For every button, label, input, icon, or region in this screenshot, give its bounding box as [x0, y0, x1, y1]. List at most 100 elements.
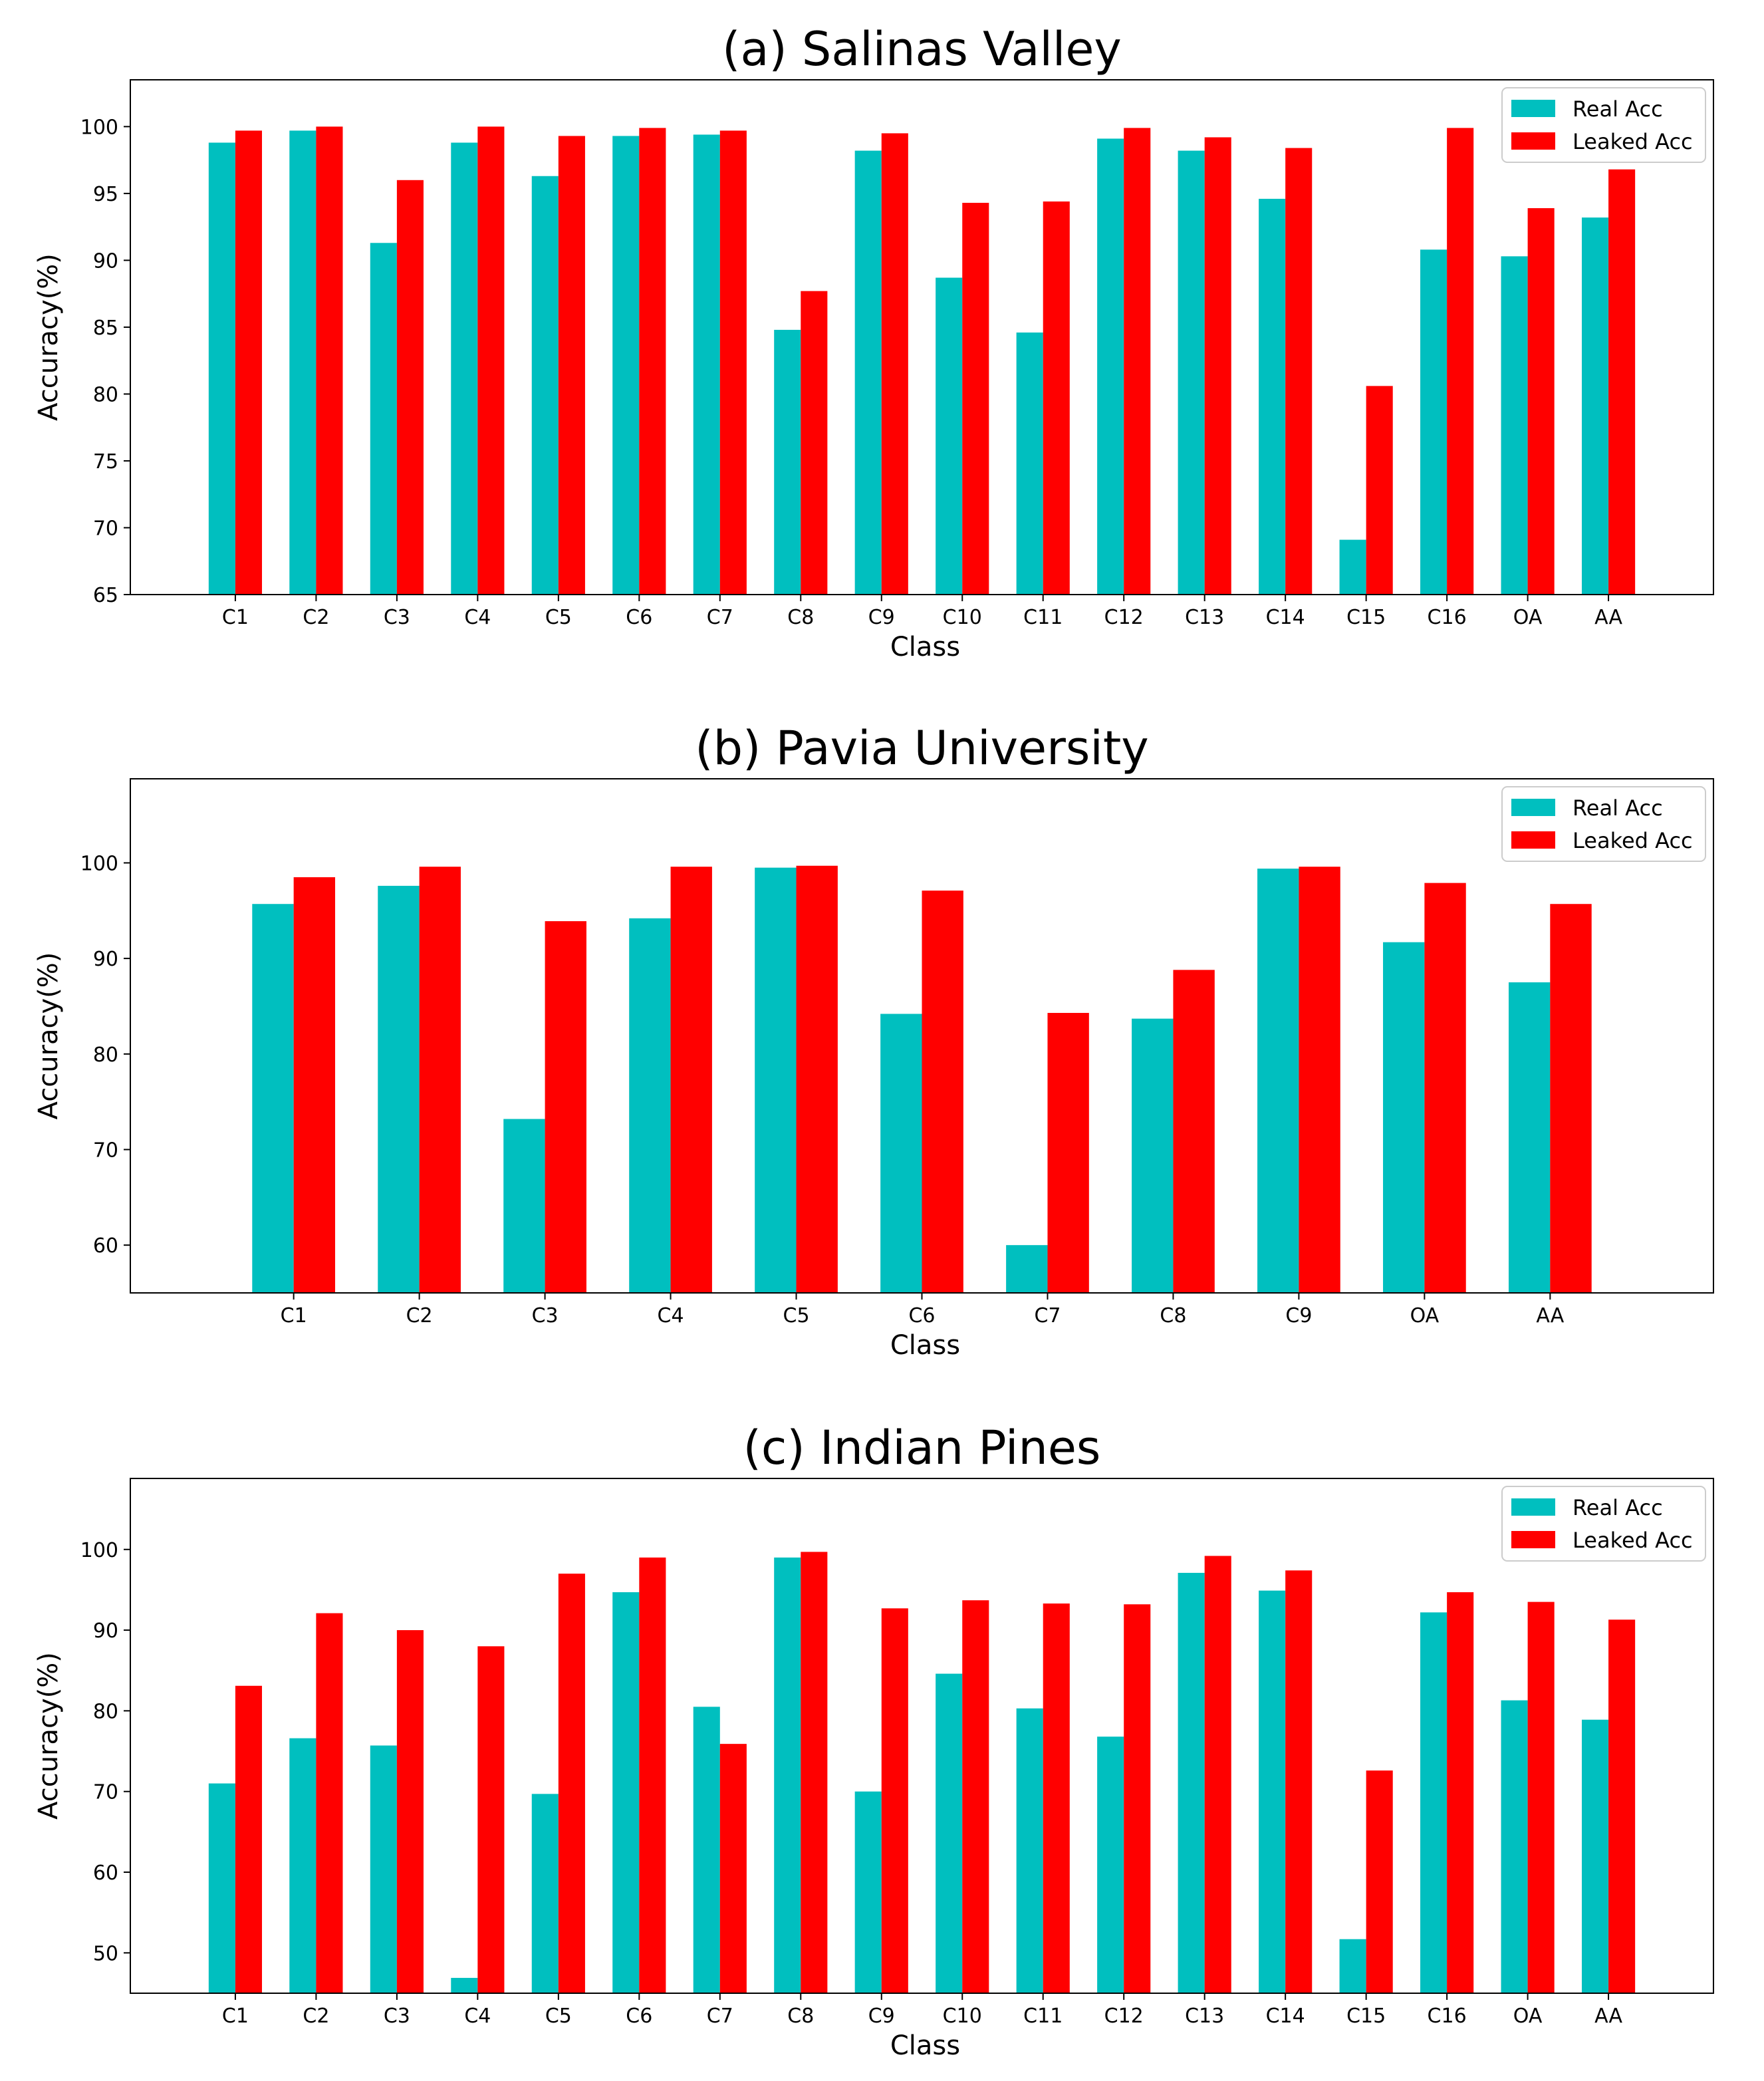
y-axis-label: Accuracy(%) — [33, 952, 64, 1120]
x-tick-label: C4 — [658, 1304, 684, 1327]
bar-leaked-c11 — [1043, 201, 1070, 595]
x-tick-label: C15 — [1346, 606, 1386, 629]
bar-real-c3 — [370, 1745, 397, 1993]
bar-real-c14 — [1259, 1590, 1286, 1993]
x-tick-label: C5 — [545, 606, 572, 629]
bar-real-c2 — [378, 885, 420, 1293]
y-tick-label: 100 — [80, 1539, 118, 1562]
x-tick-label: OA — [1513, 606, 1543, 629]
x-tick-label: C4 — [464, 606, 491, 629]
x-tick-label: C2 — [303, 606, 329, 629]
x-tick-label: C9 — [868, 2005, 895, 2028]
bar-real-c9 — [854, 1791, 882, 1993]
x-axis-label: Class — [890, 2030, 960, 2061]
chart-panel-2: (b) Pavia University 60 70 80 90 100 C1 C2 C3 C4 C… — [33, 721, 1714, 1361]
legend-label-leaked: Leaked Acc — [1573, 1528, 1693, 1553]
bar-real-aa — [1508, 982, 1551, 1293]
y-tick-label: 70 — [93, 1139, 118, 1162]
x-tick-label: C12 — [1104, 606, 1144, 629]
bar-leaked-c15 — [1366, 386, 1393, 595]
y-axis-label: Accuracy(%) — [33, 1652, 64, 1820]
bar-leaked-c6 — [922, 891, 963, 1293]
bar-leaked-c6 — [639, 128, 666, 595]
x-tick-label: C10 — [943, 606, 982, 629]
legend-label-leaked: Leaked Acc — [1573, 129, 1693, 154]
y-tick-label: 90 — [93, 1619, 118, 1643]
y-tick-label: 100 — [80, 852, 118, 875]
bar-leaked-c1 — [235, 130, 263, 595]
legend-swatch-real — [1511, 1498, 1555, 1516]
bar-leaked-c8 — [1173, 970, 1215, 1293]
bar-real-c6 — [880, 1014, 922, 1293]
chart-panel-3: (c) Indian Pines 50 60 70 80 90 100 C1 C2 C3 C4 C5 C… — [33, 1421, 1714, 2061]
bar-real-c13 — [1178, 150, 1205, 595]
bar-real-oa — [1501, 1700, 1528, 1993]
x-tick-label: C6 — [908, 1304, 935, 1327]
bar-leaked-c4 — [477, 126, 505, 595]
bar-real-c7 — [693, 134, 720, 595]
x-tick-label: C8 — [787, 606, 814, 629]
bar-leaked-c5 — [796, 865, 838, 1293]
bar-leaked-c4 — [477, 1646, 505, 1993]
bar-leaked-c1 — [293, 877, 336, 1293]
y-axis-label: Accuracy(%) — [33, 253, 64, 421]
y-tick-label: 75 — [93, 450, 118, 474]
x-tick-label: C9 — [868, 606, 895, 629]
bar-leaked-c5 — [558, 1574, 585, 1993]
y-tick-label: 80 — [93, 1700, 118, 1723]
bar-real-c8 — [774, 1557, 801, 1993]
bar-real-c15 — [1339, 1939, 1366, 1993]
legend-swatch-leaked — [1511, 132, 1555, 150]
chart-title: (a) Salinas Valley — [722, 22, 1122, 76]
y-tick-label: 60 — [93, 1862, 118, 1885]
x-tick-label: C6 — [626, 2005, 652, 2028]
x-tick-label: C3 — [532, 1304, 559, 1327]
legend-label-real: Real Acc — [1573, 96, 1663, 122]
bar-leaked-c10 — [962, 1600, 989, 1993]
bar-leaked-c9 — [881, 1608, 908, 1993]
legend: Real Acc Leaked Acc — [1501, 87, 1706, 163]
x-tick-label: C7 — [707, 2005, 733, 2028]
bar-leaked-oa — [1527, 208, 1555, 595]
bar-leaked-c2 — [316, 1613, 343, 1993]
x-tick-label: C3 — [384, 2005, 410, 2028]
x-tick-label: C2 — [406, 1304, 433, 1327]
bar-real-aa — [1581, 1719, 1609, 1993]
legend: Real Acc Leaked Acc — [1501, 786, 1706, 862]
bar-leaked-c7 — [719, 1744, 747, 1993]
bar-real-c1 — [252, 904, 294, 1293]
bar-real-oa — [1501, 256, 1528, 595]
bar-leaked-c13 — [1204, 137, 1231, 595]
x-tick-label: AA — [1594, 606, 1622, 629]
x-tick-label: C7 — [707, 606, 733, 629]
legend-label-leaked: Leaked Acc — [1573, 828, 1693, 853]
x-tick-label: C8 — [1160, 1304, 1186, 1327]
bar-real-c15 — [1339, 539, 1366, 595]
y-tick-label: 60 — [93, 1234, 118, 1258]
bar-leaked-c14 — [1285, 148, 1313, 595]
bar-real-c3 — [370, 243, 397, 595]
x-tick-label: C14 — [1266, 2005, 1305, 2028]
bar-real-c6 — [612, 136, 640, 595]
bar-real-c7 — [693, 1707, 720, 1993]
x-tick-label: OA — [1410, 1304, 1440, 1327]
x-tick-label: C1 — [222, 606, 249, 629]
x-tick-label: AA — [1536, 1304, 1564, 1327]
bar-leaked-aa — [1550, 904, 1592, 1293]
bar-real-c8 — [1132, 1018, 1174, 1293]
x-tick-label: C15 — [1346, 2005, 1386, 2028]
x-tick-label: C12 — [1104, 2005, 1144, 2028]
x-tick-label: C11 — [1023, 2005, 1063, 2028]
legend-swatch-real — [1511, 100, 1555, 117]
bar-leaked-c1 — [235, 1685, 263, 1993]
x-tick-label: C1 — [281, 1304, 307, 1327]
bar-real-c5 — [755, 867, 797, 1293]
x-tick-label: C2 — [303, 2005, 329, 2028]
bar-real-c12 — [1097, 1736, 1124, 1993]
y-tick-label: 90 — [93, 948, 118, 971]
legend-label-real: Real Acc — [1573, 795, 1663, 821]
y-tick-label: 80 — [93, 1043, 118, 1067]
bar-real-c1 — [208, 142, 235, 595]
bar-leaked-c3 — [545, 921, 586, 1293]
